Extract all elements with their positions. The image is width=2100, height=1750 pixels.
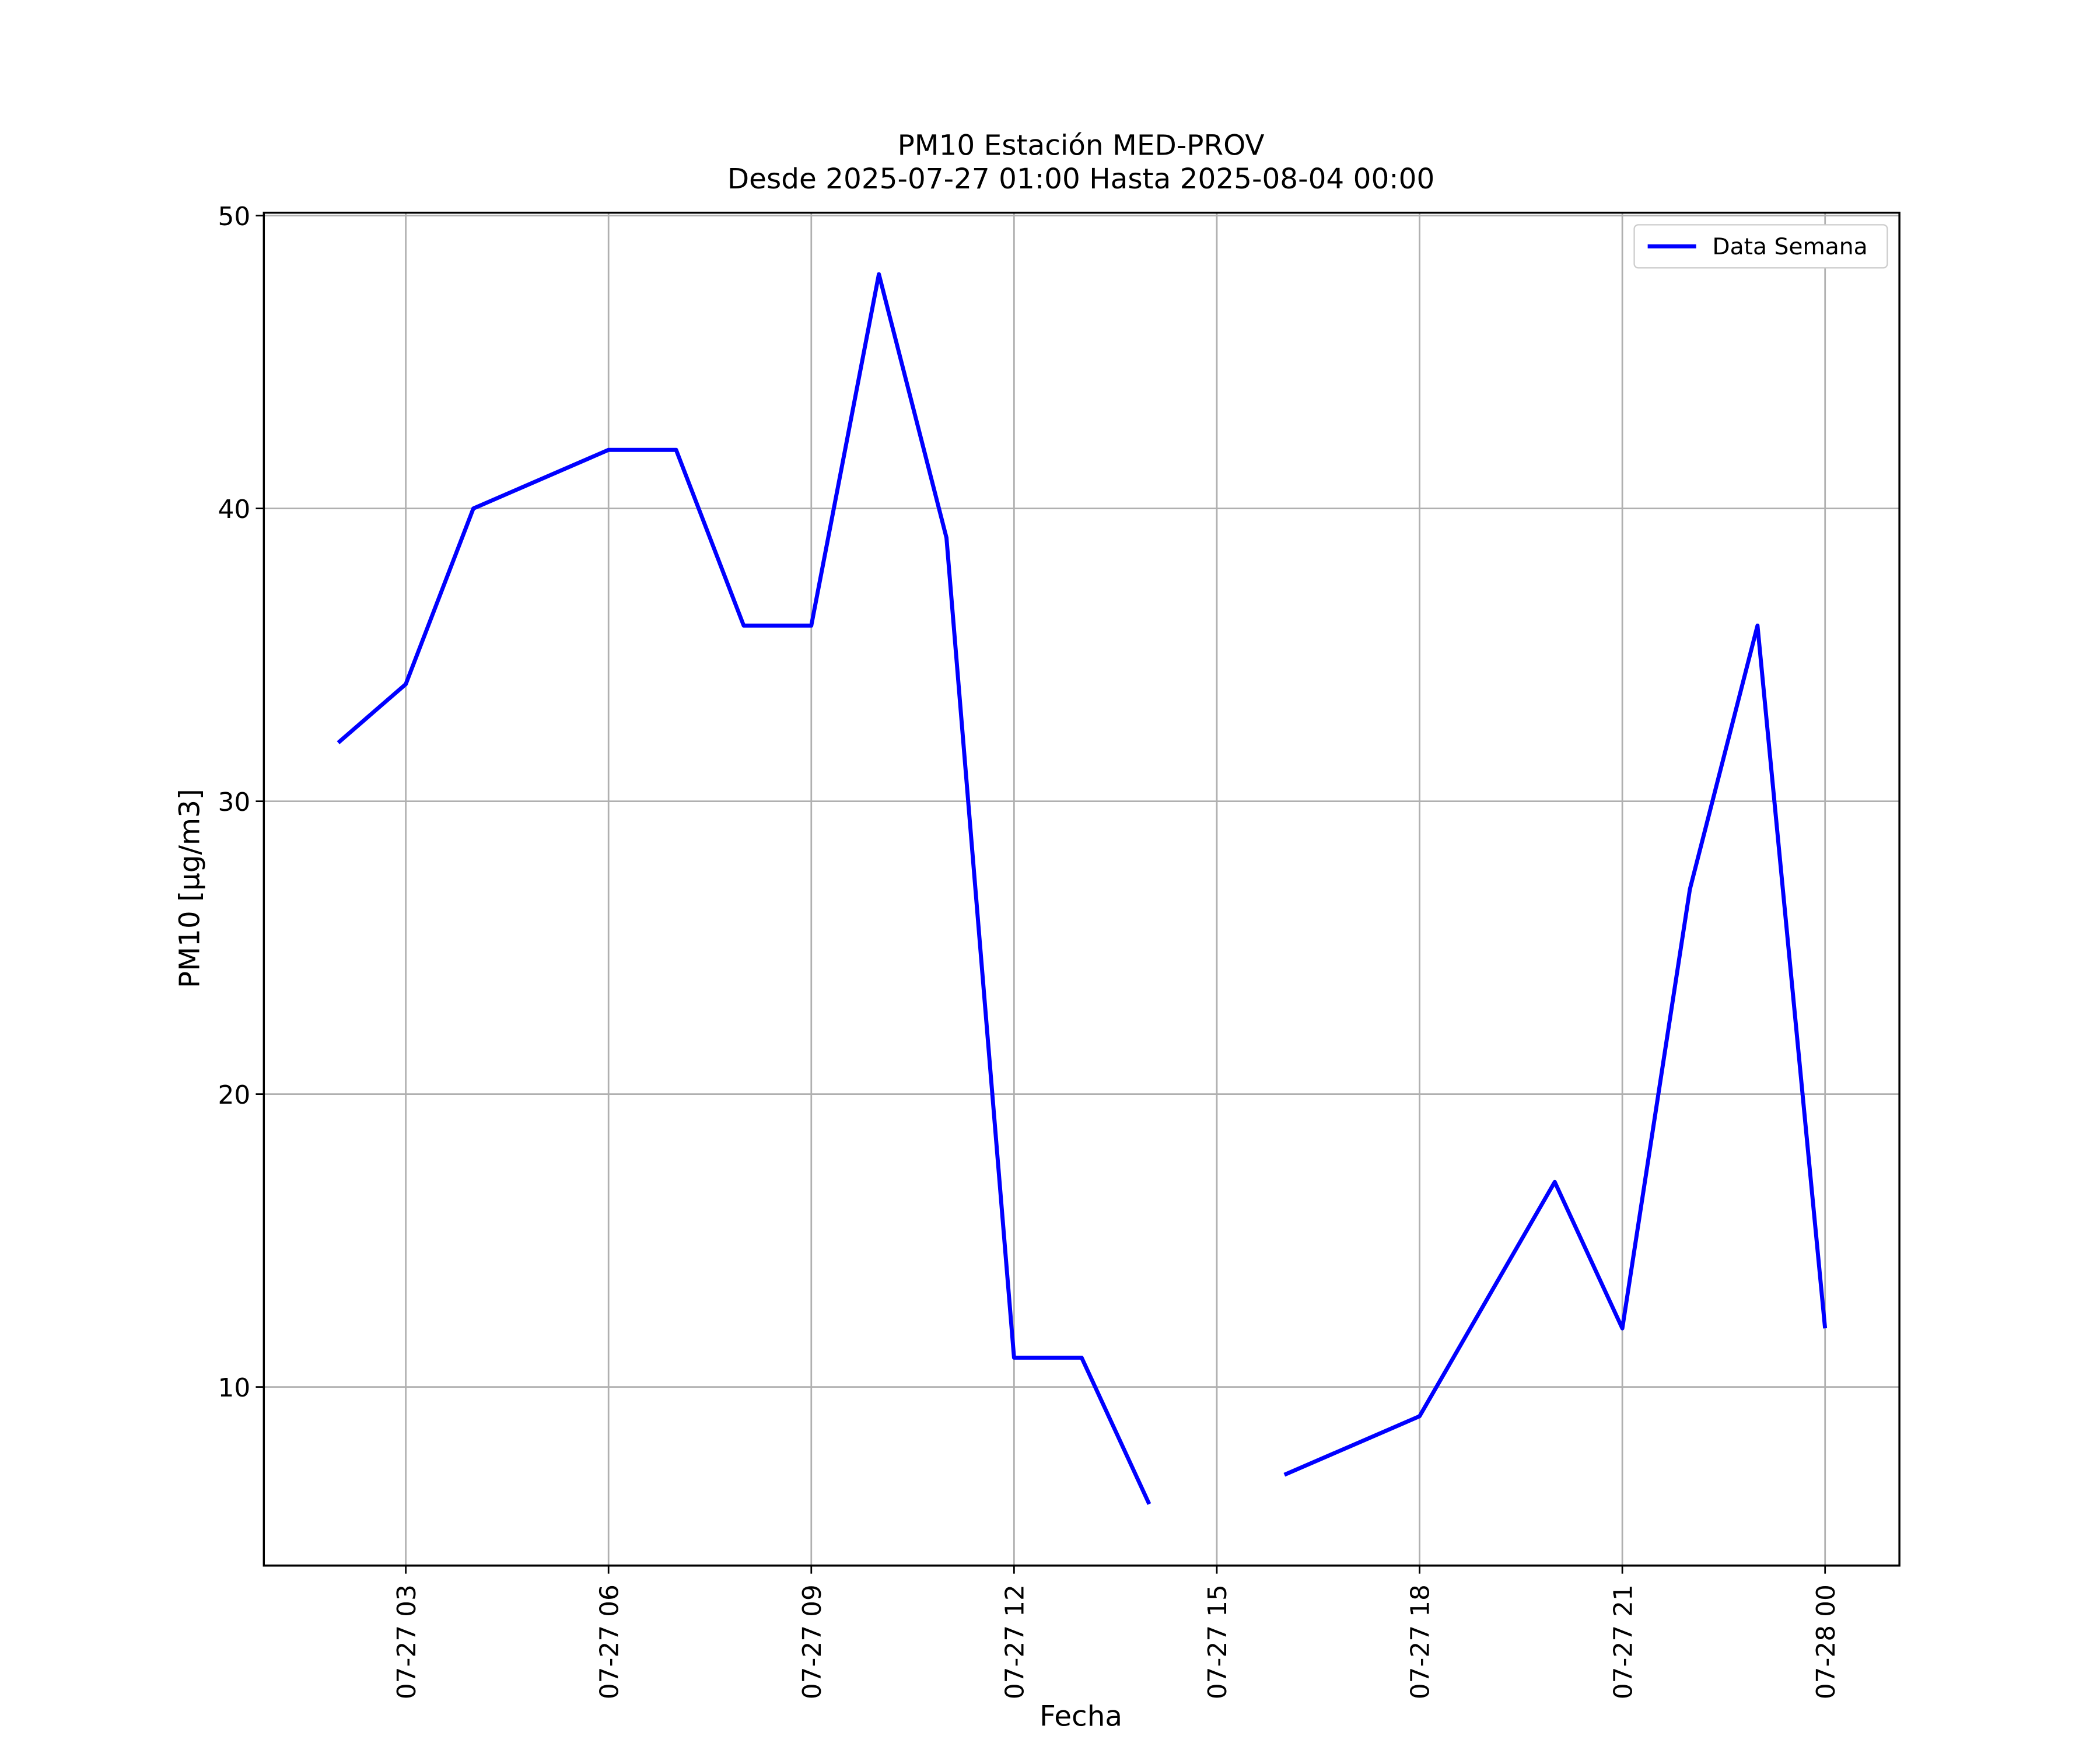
x-tick-label: 07-27 09 [797,1584,827,1699]
y-tick-label: 10 [218,1373,250,1403]
x-tick-label: 07-27 15 [1203,1584,1233,1699]
x-tick-label: 07-27 03 [392,1584,422,1699]
x-tick-label: 07-27 06 [594,1584,624,1699]
data-line [337,272,1828,1505]
plot-frame [262,211,1901,1567]
x-tick-label: 07-27 21 [1608,1584,1638,1699]
x-axis-label: Fecha [1040,1700,1122,1732]
y-tick-label: 20 [218,1080,250,1110]
x-tick-label: 07-27 12 [1000,1584,1030,1699]
y-tick-label: 30 [218,788,250,817]
chart-subtitle: Desde 2025-07-27 01:00 Hasta 2025-08-04 … [727,163,1434,195]
legend-label: Data Semana [1712,234,1867,260]
y-axis-label: PM10 [μg/m3] [174,789,206,988]
y-tick-label: 40 [218,495,250,524]
y-tick-label: 50 [218,202,250,232]
chart-title: PM10 Estación MED-PROV [898,129,1265,162]
legend-box [1633,224,1888,269]
x-tick-label: 07-28 00 [1811,1584,1841,1699]
x-tick-label: 07-27 18 [1406,1584,1436,1699]
